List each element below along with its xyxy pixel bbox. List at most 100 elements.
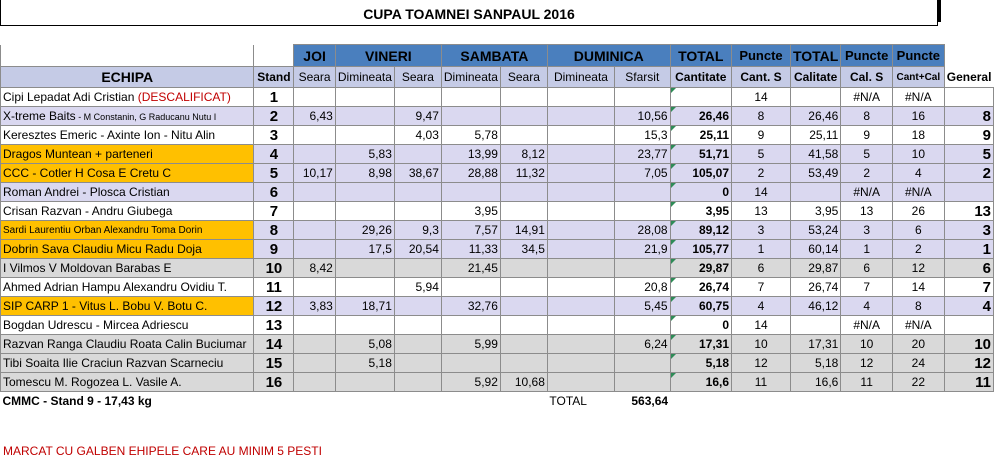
cell-duminica-sfarsit: 6,24 — [614, 334, 671, 354]
cell-duminica-sfarsit: 7,05 — [614, 163, 671, 183]
stand-number: 16 — [253, 372, 295, 392]
subheader-duminica-dimineata: Dimineata — [546, 66, 616, 88]
cell-joi-seara: 8,42 — [293, 258, 336, 278]
team-name-cell: Roman Andrei - Plosca Cristian — [0, 182, 255, 202]
cell-calitate — [789, 87, 842, 107]
stand-number: 14 — [253, 334, 295, 354]
cell-joi-seara — [293, 144, 336, 164]
cell-vineri-dimineata — [334, 125, 395, 145]
cell-calitate: 5,18 — [789, 353, 842, 373]
cell-sambata-seara — [499, 182, 548, 202]
table-row: I Vilmos V Moldovan Barabas E 10 8,42 21,45… — [0, 258, 994, 278]
header-day-joi: JOI — [293, 44, 336, 67]
table-row: Razvan Ranga Claudiu Roata Calin Buciuma… — [0, 334, 994, 354]
subheader-vineri-seara: Seara — [393, 66, 442, 88]
cell-general: 7 — [943, 277, 994, 297]
team-name-cell: Tomescu M. Rogozea L. Vasile A. — [0, 372, 255, 392]
team-name-cell: Dragos Muntean + parteneri — [0, 144, 255, 164]
cell-joi-seara — [293, 220, 336, 240]
cell-general: 3 — [943, 220, 994, 240]
cell-vineri-dimineata: 8,98 — [334, 163, 395, 183]
team-name: Razvan Ranga Claudiu Roata Calin Buciuma… — [3, 337, 247, 351]
cell-cant-cal: #N/A — [891, 87, 945, 107]
cell-sambata-dimineata: 32,76 — [440, 296, 501, 316]
cell-calitate: 26,74 — [789, 277, 842, 297]
stand-number: 11 — [253, 277, 295, 297]
header-total: TOTAL — [669, 44, 733, 67]
cell-vineri-seara: 4,03 — [393, 125, 442, 145]
cell-cal-s: 8 — [840, 106, 893, 126]
cell-joi-seara — [293, 239, 336, 259]
cell-vineri-seara — [393, 201, 442, 221]
cell-cant-cal: 10 — [891, 144, 945, 164]
cell-cantitate: 0 — [669, 182, 733, 202]
cell-duminica-dimineata — [546, 201, 616, 221]
cell-cal-s: #N/A — [840, 87, 893, 107]
cell-cal-s: 4 — [840, 296, 893, 316]
cell-joi-seara — [293, 87, 336, 107]
cell-vineri-dimineata: 17,5 — [334, 239, 395, 259]
cell-duminica-dimineata — [546, 315, 616, 335]
team-name-cell: Razvan Ranga Claudiu Roata Calin Buciuma… — [0, 334, 255, 354]
team-name: Crisan Razvan - Andru Giubega — [3, 204, 173, 218]
cell-duminica-sfarsit — [614, 353, 671, 373]
cell-sambata-seara — [499, 258, 548, 278]
cell-joi-seara — [293, 182, 336, 202]
cell-joi-seara: 3,83 — [293, 296, 336, 316]
cell-joi-seara — [293, 201, 336, 221]
cell-sambata-seara: 8,12 — [499, 144, 548, 164]
team-name-cell: CCC - Cotler H Cosa E Cretu C — [0, 163, 255, 183]
cell-duminica-dimineata — [546, 334, 616, 354]
cell-general: 4 — [943, 296, 994, 316]
cell-calitate: 16,6 — [789, 372, 842, 392]
cell-duminica-dimineata — [546, 277, 616, 297]
cell-calitate: 53,24 — [789, 220, 842, 240]
cell-duminica-sfarsit — [614, 315, 671, 335]
team-name: Sardi Laurentiu Orban Alexandru Toma Dor… — [3, 224, 203, 236]
sheet-title: CUPA TOAMNEI SANPAUL 2016 — [0, 0, 938, 26]
cell-duminica-sfarsit — [614, 201, 671, 221]
stand-number: 9 — [253, 239, 295, 259]
cell-cal-s: #N/A — [840, 315, 893, 335]
subheader-calitate: Calitate — [789, 66, 842, 88]
stand-number: 10 — [253, 258, 295, 278]
cell-cant-cal: 24 — [891, 353, 945, 373]
team-name: Roman Andrei - Plosca Cristian — [3, 185, 170, 199]
cell-vineri-dimineata: 18,71 — [334, 296, 395, 316]
subheader-sambata-seara: Seara — [499, 66, 548, 88]
cell-sambata-seara — [499, 277, 548, 297]
cell-duminica-sfarsit: 28,08 — [614, 220, 671, 240]
cell-sambata-seara — [499, 353, 548, 373]
cell-cant-s: 6 — [731, 258, 791, 278]
cell-cantitate: 60,75 — [669, 296, 733, 316]
cell-duminica-dimineata — [546, 182, 616, 202]
header-day-duminica: DUMINICA — [546, 44, 671, 67]
cell-cantitate: 89,12 — [669, 220, 733, 240]
cell-calitate: 3,95 — [789, 201, 842, 221]
cell-duminica-dimineata — [546, 239, 616, 259]
cell-cant-cal: 6 — [891, 220, 945, 240]
cell-sambata-seara — [499, 125, 548, 145]
team-name-cell: X-treme Baits - M Constanin, G Raducanu … — [0, 106, 255, 126]
cell-cant-cal: 18 — [891, 125, 945, 145]
cell-vineri-dimineata — [334, 277, 395, 297]
cell-cant-s: 3 — [731, 220, 791, 240]
cell-cal-s: 5 — [840, 144, 893, 164]
cell-general: 11 — [943, 372, 994, 392]
cell-cantitate: 16,6 — [669, 372, 733, 392]
team-name-cell: Keresztes Emeric - Axinte Ion - Nitu Ali… — [0, 125, 255, 145]
stand-number: 13 — [253, 315, 295, 335]
subheader-general: General — [944, 66, 994, 88]
cell-sambata-dimineata: 7,57 — [440, 220, 501, 240]
header-blank-general — [944, 45, 993, 67]
table-row: Crisan Razvan - Andru Giubega 7 3,95 3,95 13… — [0, 201, 994, 221]
table-row: SIP CARP 1 - Vitus L. Bobu V. Botu C. 12 3… — [0, 296, 994, 316]
cell-cant-s: 11 — [731, 372, 791, 392]
team-name-extra: - M Constanin, G Raducanu Nutu I — [75, 112, 217, 122]
header-day-sambata: SAMBATA — [440, 44, 548, 67]
table-row: Tibi Soaita Ilie Craciun Razvan Scarneci… — [0, 353, 994, 373]
stand-number: 6 — [253, 182, 295, 202]
cell-general: 12 — [943, 353, 994, 373]
cell-cant-s: 13 — [731, 201, 791, 221]
cell-sambata-dimineata — [440, 315, 501, 335]
